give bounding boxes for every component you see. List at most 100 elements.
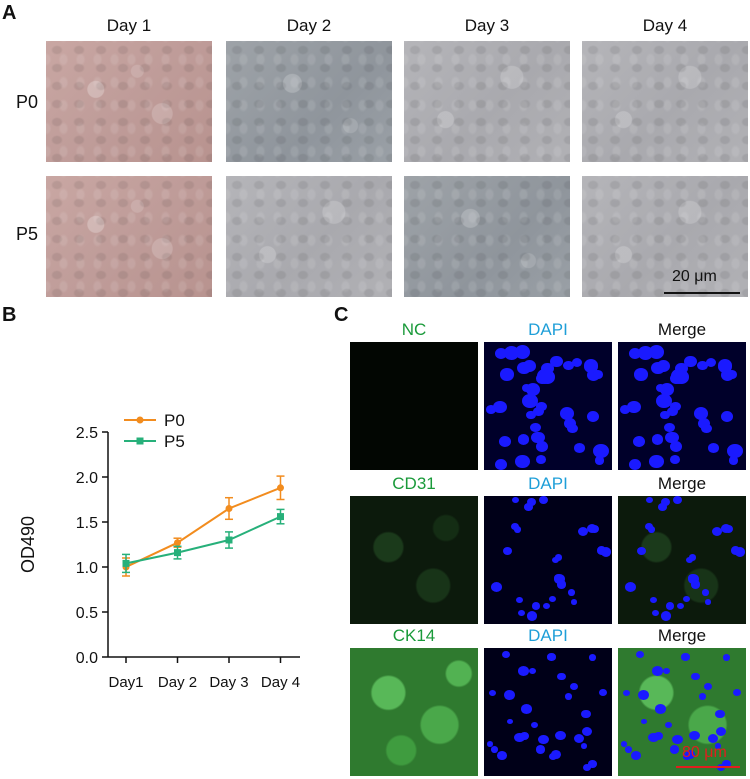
nucleus — [714, 743, 721, 749]
nucleus — [722, 654, 731, 662]
nucleus — [656, 384, 666, 393]
nucleus — [727, 443, 744, 458]
fl-merge-image-1 — [618, 342, 746, 470]
nucleus — [704, 682, 713, 691]
nucleus — [515, 344, 531, 359]
nucleus — [582, 726, 593, 736]
nucleus — [581, 709, 591, 719]
nucleus — [730, 546, 741, 556]
fl-head-dapi-1: DAPI — [528, 320, 568, 339]
nucleus — [620, 405, 631, 414]
data-point-p0 — [277, 484, 284, 492]
nucleus — [701, 589, 709, 596]
nucleus — [514, 732, 525, 743]
day-3-header: Day 3 — [464, 16, 510, 35]
nucleus — [517, 610, 525, 617]
panel-c-scale-bar — [676, 766, 740, 768]
nucleus — [636, 650, 645, 659]
nucleus — [658, 502, 668, 511]
nucleus — [681, 653, 690, 661]
nucleus — [723, 524, 734, 534]
series-line-p0 — [125, 486, 281, 568]
fl-head-merge-1: Merge — [657, 320, 707, 339]
nucleus — [646, 496, 654, 504]
nucleus — [640, 718, 647, 725]
nucleus — [583, 763, 591, 771]
nucleus — [683, 595, 691, 603]
nucleus — [669, 745, 680, 754]
nucleus — [493, 400, 507, 414]
nucleus — [580, 743, 587, 749]
nucleus — [675, 362, 689, 375]
micrograph-p0-day2 — [226, 41, 392, 162]
data-point-p5 — [225, 536, 233, 544]
nucleus — [533, 406, 544, 417]
nucleus — [594, 456, 605, 465]
nucleus — [688, 574, 698, 583]
nucleus — [515, 454, 530, 468]
nucleus — [656, 360, 670, 372]
nucleus — [521, 704, 532, 714]
nucleus — [708, 443, 720, 454]
y-tick-label: 2.5 — [76, 425, 98, 442]
nucleus — [504, 690, 515, 700]
nucleus — [690, 580, 701, 589]
panel-a-scale-label: 20 μm — [672, 268, 717, 285]
micrograph-p0-day4 — [582, 41, 748, 162]
nucleus — [588, 654, 597, 662]
nucleus — [517, 434, 530, 445]
nucleus — [682, 753, 691, 761]
nucleus — [670, 401, 681, 412]
nucleus — [522, 384, 532, 393]
nucleus — [596, 546, 607, 556]
fl-merge-image-2 — [618, 496, 746, 624]
nucleus — [564, 418, 577, 430]
nucleus — [573, 733, 585, 744]
nucleus — [498, 435, 512, 447]
nucleus — [536, 401, 547, 412]
nucleus — [578, 527, 589, 537]
nucleus — [535, 373, 548, 385]
nucleus — [669, 373, 682, 385]
nucleus — [664, 422, 675, 433]
nucleus — [600, 547, 612, 557]
legend-marker-p5 — [136, 437, 144, 445]
nucleus — [649, 344, 665, 359]
series-line-p5 — [125, 515, 281, 565]
nucleus — [547, 653, 556, 661]
micrograph-p5-day4 — [582, 176, 748, 297]
legend-label-p5: P5 — [164, 432, 185, 451]
nucleus — [651, 434, 664, 445]
day-4-header: Day 4 — [642, 16, 688, 35]
fl-head-cd31: CD31 — [392, 474, 436, 493]
nucleus — [715, 709, 725, 719]
nucleus — [634, 368, 648, 381]
nucleus — [554, 574, 564, 583]
nucleus — [628, 458, 641, 470]
nucleus — [491, 582, 502, 593]
nucleus — [652, 665, 664, 676]
y-tick-label: 0.5 — [76, 605, 98, 622]
nucleus — [656, 393, 672, 408]
nucleus — [625, 582, 636, 593]
od490-line-chart: 0.0 0.5 1.0 1.5 2.0 2.5 Day1 Day 2 Day 3 Day 4 OD4… — [18, 411, 300, 691]
nucleus — [593, 443, 610, 458]
panel-b-letter: B — [2, 304, 17, 326]
nucleus — [548, 753, 557, 761]
nucleus — [638, 690, 649, 700]
y-tick-label: 0.0 — [76, 650, 98, 667]
nucleus — [654, 732, 664, 741]
nucleus — [661, 497, 671, 506]
nucleus — [655, 704, 666, 714]
nucleus — [550, 355, 563, 367]
nucleus — [524, 502, 534, 511]
legend-label-p0: P0 — [164, 411, 185, 430]
nucleus — [486, 405, 497, 414]
nucleus — [564, 693, 573, 700]
nucleus — [500, 368, 514, 381]
fl-dapi-image-2 — [484, 496, 612, 624]
x-tick-label: Day 2 — [158, 674, 197, 691]
nucleus — [716, 726, 727, 736]
nucleus — [650, 597, 658, 604]
nucleus — [555, 731, 566, 741]
